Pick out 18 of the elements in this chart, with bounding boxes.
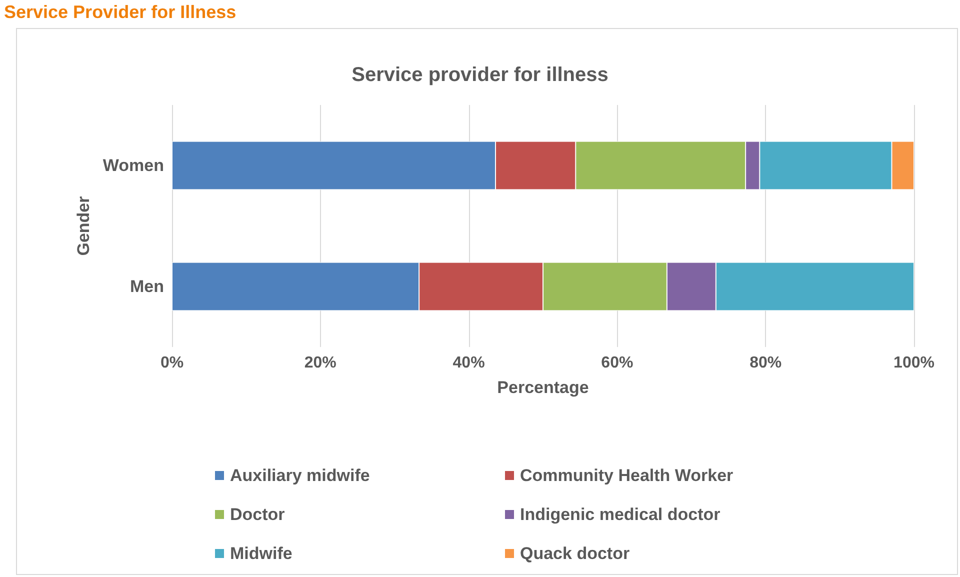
x-tick-label: 100% xyxy=(894,354,934,372)
y-tick-label: Men xyxy=(130,277,164,296)
x-tick-label: 60% xyxy=(601,354,634,372)
x-tick-label: 40% xyxy=(452,354,485,372)
text: Service Provider for Illness xyxy=(4,2,236,23)
legend-label: Community Health Worker xyxy=(520,466,734,485)
legend-label: Quack doctor xyxy=(520,544,630,563)
x-axis-title: Percentage xyxy=(497,378,589,397)
y-tick-label: Women xyxy=(102,156,164,175)
legend-label: Midwife xyxy=(230,544,292,563)
x-tick-label: 0% xyxy=(160,354,184,372)
x-tick-label: 80% xyxy=(750,354,782,372)
y-axis-title: Gender xyxy=(74,196,94,256)
legend-label: Auxiliary midwife xyxy=(230,466,370,485)
x-tick-label: 20% xyxy=(304,354,336,372)
legend-label: Indigenic medical doctor xyxy=(520,505,721,524)
chart-title: Service provider for illness xyxy=(352,64,608,86)
legend-label: Doctor xyxy=(230,505,286,524)
